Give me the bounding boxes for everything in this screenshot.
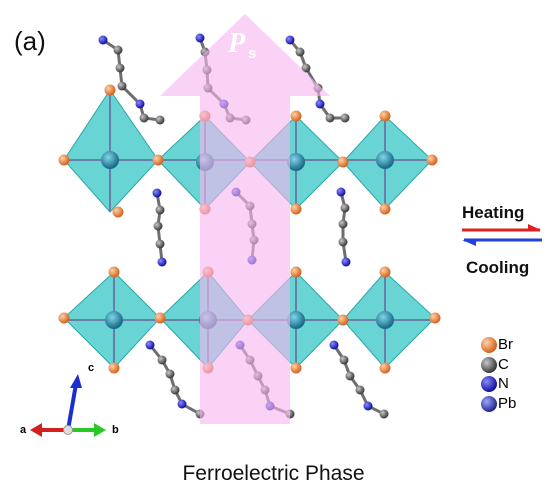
axis-c-label: c [88,362,95,374]
axis-b-label: b [112,424,119,436]
legend-spheres [481,337,497,412]
legend-br-label: Br [498,336,513,353]
panel-label: (a) [14,26,46,56]
polarization-arrow [160,14,330,424]
cooling-arrow [462,238,542,246]
axis-a-label: a [20,424,27,436]
heating-arrow [462,224,541,232]
cooling-label: Cooling [466,258,530,277]
heating-label: Heating [462,203,525,222]
crystal-axes [30,374,106,437]
legend-n-label: N [498,375,509,392]
legend-c-sphere [481,357,497,373]
polarization-subscript: s [248,45,256,62]
figure-caption: Ferroelectric Phase [182,462,365,485]
legend-pb-label: Pb [498,395,517,412]
axis-c-arrow [66,383,78,431]
legend-pb-sphere [481,396,497,412]
polarization-symbol: P [227,28,246,59]
legend-n-sphere [481,376,497,392]
legend-br-sphere [481,337,497,353]
legend-c-label: C [498,356,509,373]
